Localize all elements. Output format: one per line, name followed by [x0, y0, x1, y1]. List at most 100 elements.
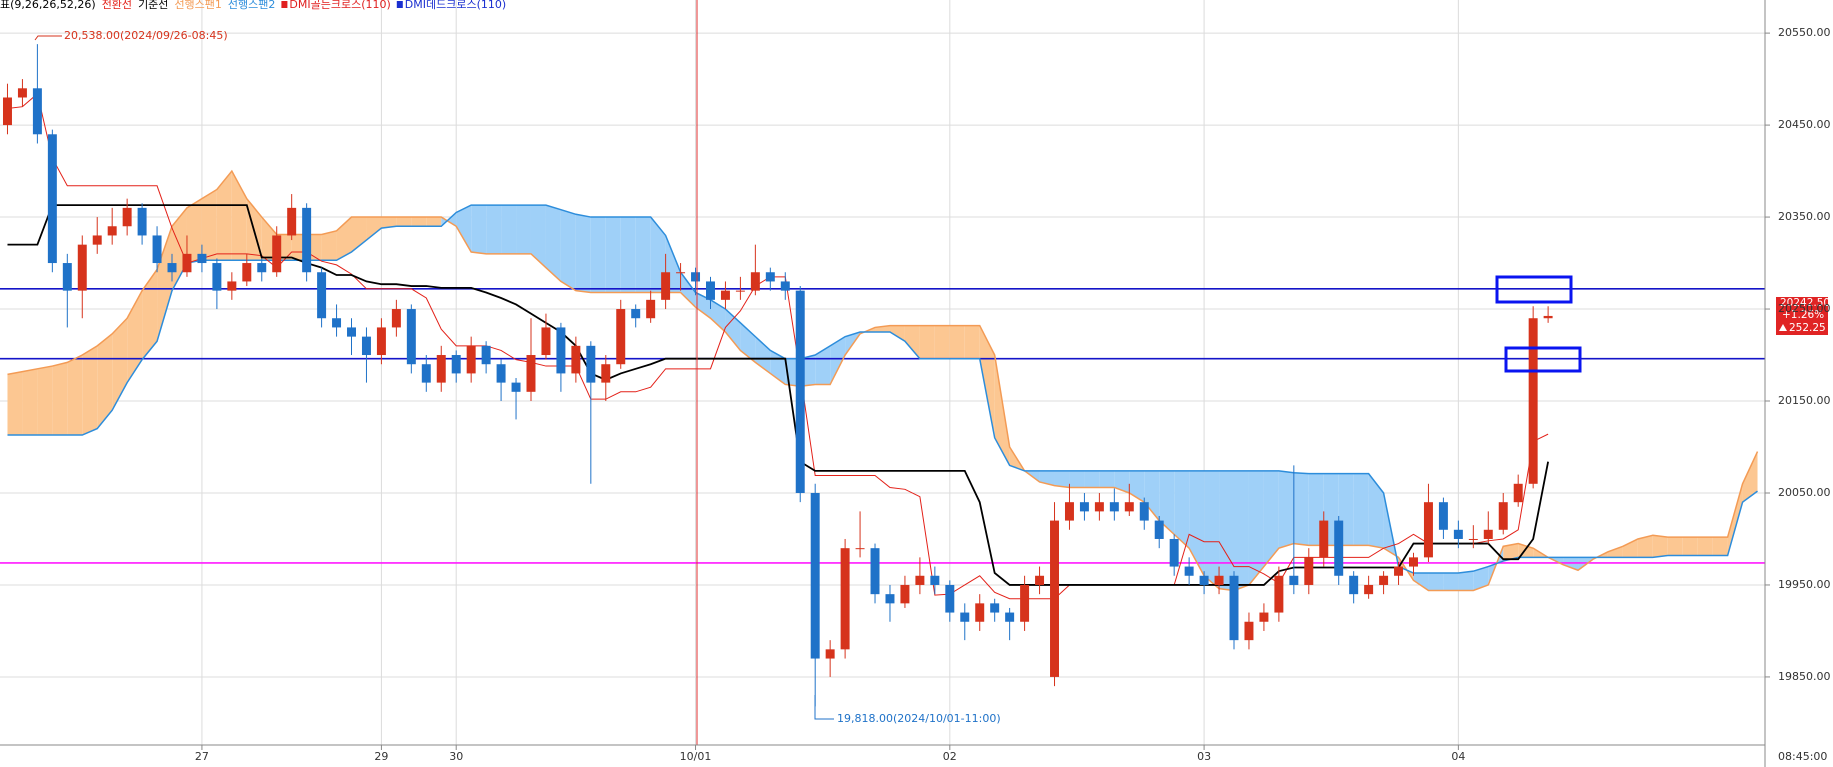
indicator-line: [7, 169, 1759, 592]
candle-body: [1274, 575, 1284, 613]
cloud: [889, 325, 905, 342]
legend-swatch: [281, 1, 288, 8]
candle-body: [616, 309, 626, 365]
candle-body: [735, 290, 745, 292]
cloud: [949, 325, 965, 359]
candle-body: [526, 355, 536, 392]
cloud: [1473, 566, 1489, 591]
cloud: [516, 205, 531, 254]
x-tick-label: 03: [1197, 750, 1211, 763]
candle-body: [556, 327, 566, 374]
y-tick-label: 20250.00: [1778, 302, 1831, 315]
candle-body: [870, 548, 880, 595]
cloud: [620, 217, 636, 293]
candle-body: [481, 345, 491, 365]
candle-body: [975, 603, 985, 622]
legend-entry: 선행스팬2: [228, 0, 275, 11]
y-tick-label: 19950.00: [1778, 578, 1831, 591]
candle-body: [720, 290, 730, 300]
legend-entry: DMI데드크로스(110): [405, 0, 506, 11]
drawn-box: [1495, 275, 1573, 304]
legend-swatch: [396, 1, 403, 8]
candle-body: [1498, 502, 1508, 530]
candle-body: [32, 88, 42, 135]
candle-body: [855, 548, 865, 550]
y-tick-label: 20550.00: [1778, 26, 1831, 39]
candle-body: [990, 603, 1000, 613]
cloud: [635, 217, 651, 293]
candle-body: [1379, 575, 1389, 585]
cloud: [964, 325, 980, 359]
cloud: [216, 171, 232, 261]
candle-body: [915, 575, 925, 585]
candle-body: [496, 364, 506, 383]
candle-body: [1543, 315, 1553, 319]
cloud: [1607, 546, 1623, 558]
cloud: [456, 205, 472, 253]
cloud: [1637, 535, 1653, 558]
cloud: [1159, 470, 1175, 535]
cloud: [1234, 470, 1249, 591]
cloud: [1204, 470, 1220, 589]
candle-body: [302, 207, 312, 273]
x-axis-time: 08:45:00: [1778, 750, 1827, 763]
cloud: [1084, 470, 1100, 488]
candle-body: [212, 263, 222, 291]
cloud: [67, 355, 83, 436]
cloud: [501, 205, 517, 254]
cloud: [904, 325, 920, 359]
candle-body: [137, 207, 147, 236]
candle-body: [1169, 538, 1179, 567]
candle-body: [885, 594, 895, 604]
candle-body: [451, 355, 461, 374]
candle-body: [287, 207, 297, 236]
candle-body: [706, 281, 715, 300]
cloud: [396, 217, 412, 227]
y-tick-label: 20050.00: [1778, 486, 1831, 499]
candle-body: [1214, 575, 1224, 585]
cloud: [1054, 470, 1070, 488]
candle-body: [47, 134, 57, 264]
y-tick-label: 19850.00: [1778, 670, 1831, 683]
candle-body: [466, 345, 476, 374]
cloud: [1129, 470, 1145, 503]
candle-body: [825, 649, 835, 659]
x-tick-label: 02: [943, 750, 957, 763]
candle-body: [227, 281, 237, 291]
candle-body: [661, 272, 671, 300]
candle-body: [77, 244, 87, 291]
cloud: [979, 325, 995, 438]
cloud: [1174, 470, 1190, 549]
candle-body: [1079, 502, 1089, 512]
cloud: [680, 272, 696, 308]
candle-body: [900, 584, 910, 604]
legend-entry: DMI골든크로스(110): [289, 0, 390, 11]
candle-body: [361, 336, 371, 356]
cloud: [321, 230, 337, 261]
cloud: [919, 325, 935, 359]
candle-body: [197, 253, 207, 264]
legend: 표(9,26,26,52,26) 전환선 기준선 선행스팬1 선행스팬2 DMI골든크로스…: [0, 0, 506, 11]
candle-body: [436, 355, 446, 383]
cloud: [1742, 451, 1758, 503]
cloud: [560, 209, 576, 291]
cloud: [1144, 470, 1160, 521]
cloud: [934, 325, 950, 359]
cloud: [1278, 470, 1294, 549]
candle-body: [1483, 529, 1493, 539]
candle-body: [1035, 575, 1045, 585]
cloud: [127, 290, 143, 383]
low-connector: [814, 695, 834, 720]
candle-body: [62, 263, 72, 291]
candle-body: [347, 327, 356, 337]
candle-body: [601, 364, 611, 383]
candle-body: [1064, 502, 1074, 521]
candle-body: [1349, 575, 1359, 595]
candle-body: [1124, 502, 1134, 512]
candle-body: [1094, 502, 1104, 512]
candle-body: [676, 272, 686, 274]
y-tick-label: 20450.00: [1778, 118, 1831, 131]
cloud: [351, 217, 367, 253]
